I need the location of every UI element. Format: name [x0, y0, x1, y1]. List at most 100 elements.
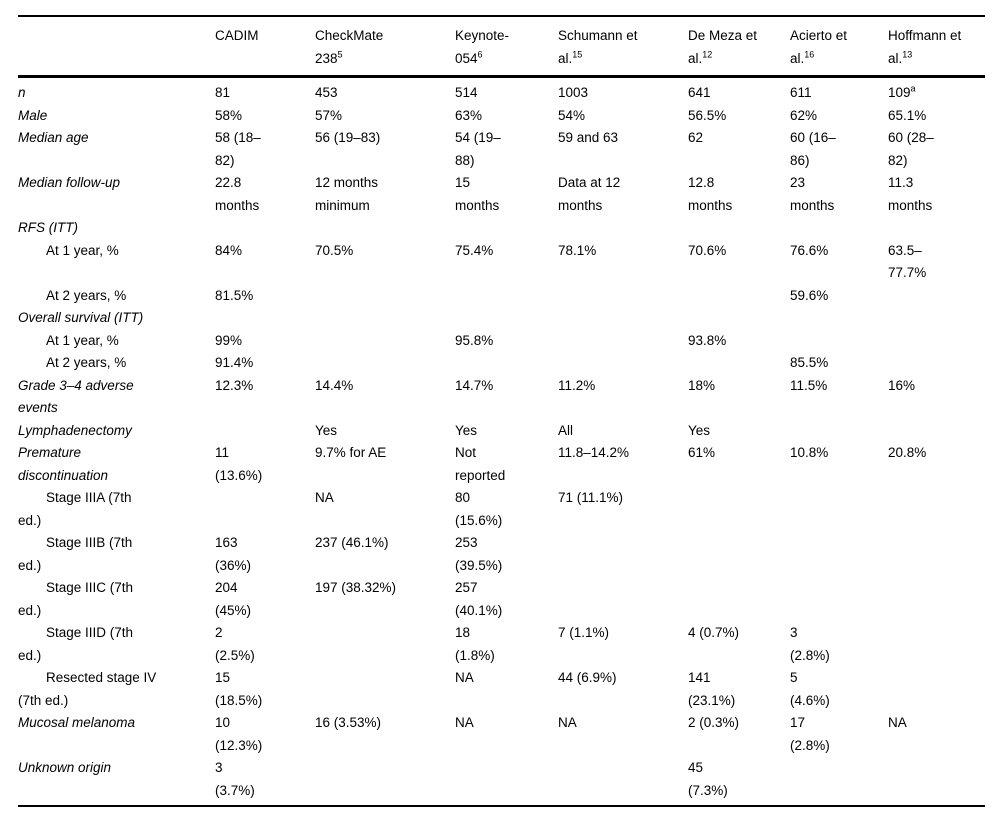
table-cell [790, 420, 888, 443]
study-column-header: De Meza et al.12 [688, 16, 790, 78]
cell-value: 12 months minimum [315, 175, 379, 213]
cell-value: 611 [790, 85, 812, 100]
table-row: At 1 year, % 99% 95.8% 93.8% [18, 330, 985, 353]
table-cell [790, 757, 888, 806]
cell-value: 11.3 months [888, 175, 933, 213]
table-cell [688, 352, 790, 375]
row-label-column-header [18, 16, 215, 78]
table-cell [888, 667, 985, 712]
table-cell [455, 757, 558, 806]
table-cell: 257 (40.1%) [455, 577, 558, 622]
table-cell [888, 330, 985, 353]
cell-value: 62% [790, 107, 818, 123]
cell-value: 59.6% [790, 287, 829, 303]
table-cell: 56.5% [688, 105, 790, 128]
column-header-label: Acierto et al. [790, 28, 848, 66]
table-cell: 65.1% [888, 105, 985, 128]
table-cell: 16 (3.53%) [315, 712, 455, 757]
table-cell: 2 (2.5%) [215, 622, 315, 667]
table-cell: 56 (19–83) [315, 127, 455, 172]
cell-value: 85.5% [790, 355, 829, 370]
row-label: Median age [18, 130, 89, 145]
table-cell [790, 307, 888, 330]
table-cell: 58 (18– 82) [215, 127, 315, 172]
table-cell [888, 757, 985, 806]
row-label: Median follow-up [18, 175, 121, 190]
table-cell: 3 (2.8%) [790, 622, 888, 667]
cell-value: 11.5% [790, 377, 828, 393]
cell-value: 7 (1.1%) [558, 625, 610, 640]
table-cell: 54% [558, 105, 688, 128]
cell-value: 15 months [455, 175, 500, 213]
cell-value: 56.5% [688, 107, 727, 123]
cell-value: 95.8% [455, 332, 494, 348]
cell-value: 109 [888, 85, 911, 100]
cell-value: NA [558, 715, 577, 730]
cell-value: 253 (39.5%) [455, 535, 503, 573]
table-cell: 641 [688, 77, 790, 105]
table-cell: Yes [315, 420, 455, 443]
table-cell [215, 420, 315, 443]
table-cell: 84% [215, 240, 315, 285]
row-label: Overall survival (ITT) [18, 310, 144, 325]
table-cell: 44 (6.9%) [558, 667, 688, 712]
cell-value: 12.3% [215, 377, 254, 393]
cell-value: 70.6% [688, 242, 727, 258]
table-cell: 70.5% [315, 240, 455, 285]
table-cell: 15 (18.5%) [215, 667, 315, 712]
table-cell: 11 (13.6%) [215, 442, 315, 487]
cell-value: 60 (28– 82) [888, 130, 934, 168]
column-header-label: Keynote- 054 [455, 28, 510, 66]
table-cell: Yes [455, 420, 558, 443]
cell-value: 514 [455, 85, 478, 100]
table-cell: Data at 12 months [558, 172, 688, 217]
study-column-header: Hoffmann et al.13 [888, 16, 985, 78]
table-cell: 60 (16– 86) [790, 127, 888, 172]
table-cell: 81 [215, 77, 315, 105]
cell-value: 11.8–14.2% [558, 445, 630, 460]
cell-value: 71 (11.1%) [558, 490, 624, 505]
table-cell: 62% [790, 105, 888, 128]
table-cell [558, 285, 688, 308]
cell-value: Data at 12 months [558, 175, 621, 213]
cell-value: Yes [315, 422, 338, 438]
table-cell: 76.6% [790, 240, 888, 285]
table-cell: 197 (38.32%) [315, 577, 455, 622]
table-cell [888, 307, 985, 330]
table-cell: 12.8 months [688, 172, 790, 217]
table-cell: 11.8–14.2% [558, 442, 688, 487]
table-cell [558, 217, 688, 240]
cell-value: 78.1% [558, 242, 597, 258]
cell-value: 16 (3.53%) [315, 715, 382, 730]
table-cell: 3 (3.7%) [215, 757, 315, 806]
table-row: Stage IIIA (7th ed.) NA 80 (15.6%) 71 (11.1… [18, 487, 985, 532]
cell-value: 62 [688, 130, 704, 145]
table-cell [315, 622, 455, 667]
study-column-header: Acierto et al.16 [790, 16, 888, 78]
table-row: Overall survival (ITT) [18, 307, 985, 330]
table-row: Stage IIIB (7th ed.) 163 (36%) 237 (46.1%)… [18, 532, 985, 577]
cell-value: 204 (45%) [215, 580, 252, 618]
table-cell: 93.8% [688, 330, 790, 353]
cell-value: 9.7% for AE [315, 445, 387, 460]
table-cell: 10 (12.3%) [215, 712, 315, 757]
table-cell [888, 352, 985, 375]
table-cell: 80 (15.6%) [455, 487, 558, 532]
column-header-label: CheckMate 238 [315, 28, 384, 66]
table-cell [315, 217, 455, 240]
table-cell [558, 757, 688, 806]
cell-value: 63% [455, 107, 483, 123]
row-label: At 2 years, % [46, 355, 127, 370]
cell-value: NA [888, 715, 907, 730]
table-cell [315, 330, 455, 353]
cell-value: 20.8% [888, 445, 927, 460]
table-cell [888, 420, 985, 443]
table-cell: 57% [315, 105, 455, 128]
cell-value: 12.8 months [688, 175, 733, 213]
table-cell [558, 307, 688, 330]
table-cell [455, 307, 558, 330]
table-cell: 10.8% [790, 442, 888, 487]
table-cell: 12.3% [215, 375, 315, 420]
cell-value: 163 (36%) [215, 535, 252, 573]
